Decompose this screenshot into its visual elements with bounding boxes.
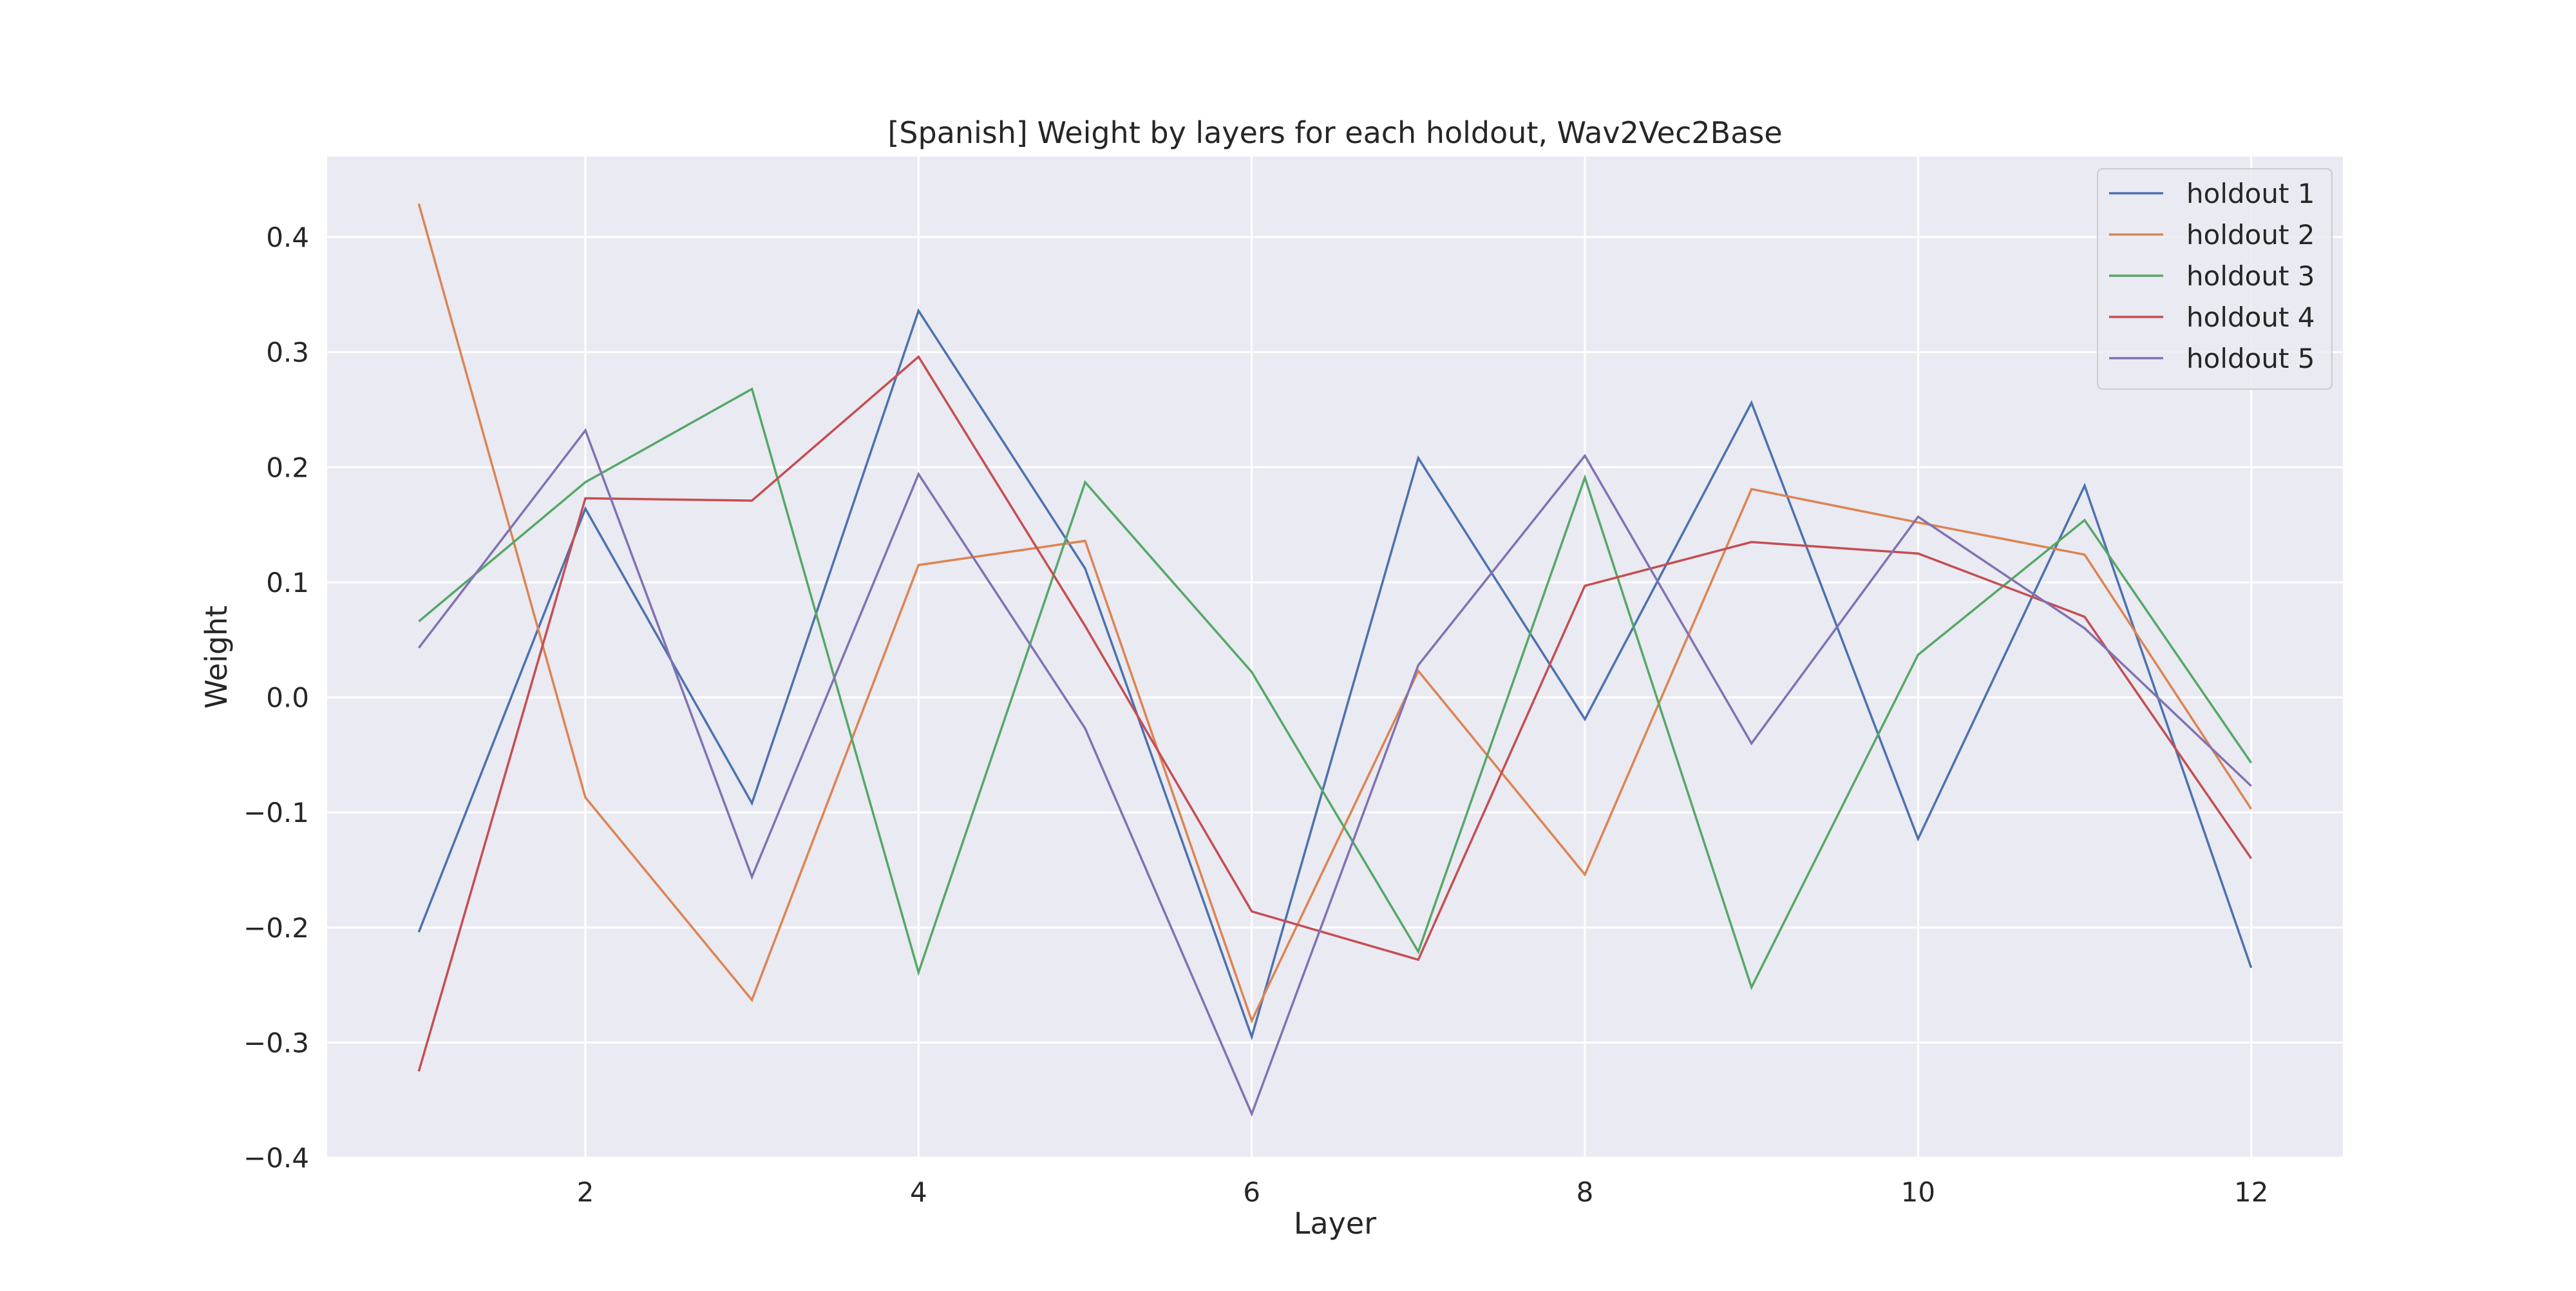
y-tick-label: −0.1 <box>243 797 309 828</box>
x-axis-label: Layer <box>1294 1206 1376 1241</box>
y-tick-label: 0.3 <box>266 337 309 368</box>
legend-label: holdout 4 <box>2186 301 2315 333</box>
legend-label: holdout 1 <box>2186 178 2315 209</box>
y-tick-label: 0.1 <box>266 567 309 598</box>
x-tick-label: 4 <box>910 1176 927 1208</box>
y-tick-label: 0.2 <box>266 452 309 483</box>
x-tick-label: 2 <box>577 1176 594 1208</box>
legend-label: holdout 5 <box>2186 343 2315 374</box>
series-line-holdout-5 <box>417 428 2252 1117</box>
legend: holdout 1 holdout 2 holdout 3 holdout 4 hold… <box>2097 168 2333 390</box>
x-axis-ticks: 2 4 6 8 10 12 <box>577 1176 2269 1208</box>
legend-label: holdout 2 <box>2186 219 2315 251</box>
y-tick-label: 0.4 <box>266 222 309 253</box>
y-tick-label: −0.3 <box>243 1027 309 1058</box>
series-line-holdout-3 <box>418 387 2253 991</box>
x-tick-label: 12 <box>2234 1176 2268 1208</box>
y-tick-label: −0.4 <box>243 1142 309 1174</box>
chart-title: [Spanish] Weight by layers for each hold… <box>887 115 1782 150</box>
y-tick-label: −0.2 <box>243 912 309 944</box>
y-tick-label: 0.0 <box>266 682 309 714</box>
plot-area <box>327 157 2343 1158</box>
series-lines <box>417 203 2253 1117</box>
legend-label: holdout 3 <box>2186 260 2315 292</box>
x-tick-label: 6 <box>1243 1176 1260 1208</box>
series-line-holdout-1 <box>417 308 2253 1041</box>
x-tick-label: 8 <box>1577 1176 1594 1208</box>
y-axis-label: Weight <box>199 606 234 709</box>
x-tick-label: 10 <box>1901 1176 1935 1208</box>
series-line-holdout-4 <box>417 355 2253 1072</box>
series-line-holdout-2 <box>417 203 2253 1024</box>
y-axis-ticks: 0.4 0.3 0.2 0.1 0.0 −0.1 −0.2 −0.3 −0.4 <box>243 222 309 1174</box>
legend-box <box>2097 168 2333 390</box>
